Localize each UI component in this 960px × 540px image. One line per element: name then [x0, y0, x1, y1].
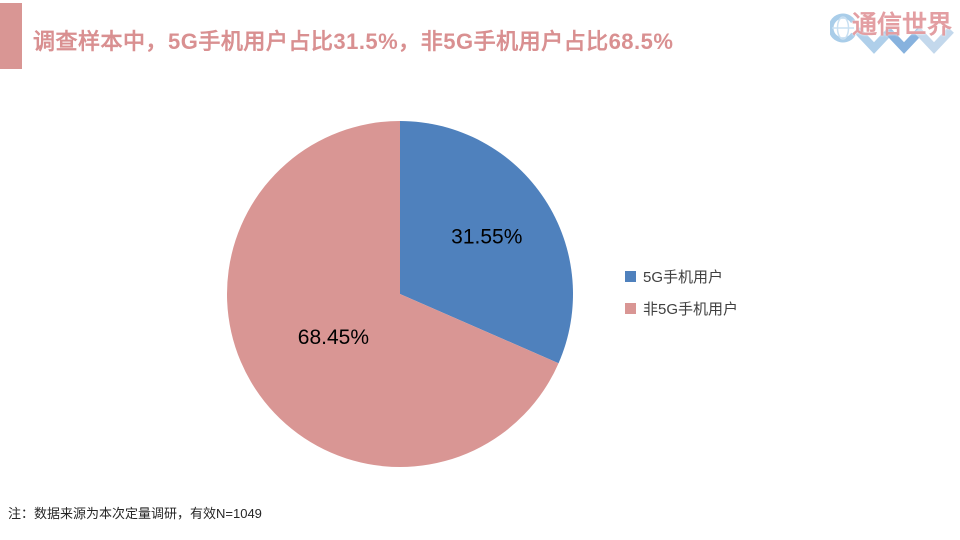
title-accent-bar	[0, 3, 22, 69]
legend-swatch-non-5g-users	[625, 302, 636, 314]
legend-swatch-5g-users	[625, 270, 636, 282]
pie-slice-0	[400, 121, 573, 364]
footnote: 注：数据来源为本次定量调研，有效N=1049	[8, 506, 262, 521]
pie-slice-label-0: 31.55%	[451, 226, 522, 249]
brand-logo-text: 通信世界	[852, 11, 953, 39]
cww-logo-icon	[830, 13, 954, 54]
legend-label-5g-users: 5G手机用户	[643, 268, 724, 286]
pie-slice-label-1: 68.45%	[298, 326, 369, 349]
pie-chart-svg: 31.55% 68.45%	[226, 121, 573, 467]
page-title: 调查样本中，5G手机用户占比31.5%，非5G手机用户占比68.5%	[33, 29, 674, 54]
pie-slice-1	[226, 121, 559, 467]
legend-label-non-5g-users: 非5G手机用户	[643, 300, 739, 318]
legend-item-non-5g-users: 非5G手机用户	[625, 297, 738, 319]
brand-logo: 通信世界	[830, 4, 955, 54]
pie-chart: 31.55% 68.45%	[210, 104, 590, 484]
legend-item-5g-users: 5G手机用户	[625, 265, 738, 287]
chart-legend: 5G手机用户 非5G手机用户	[625, 265, 738, 329]
